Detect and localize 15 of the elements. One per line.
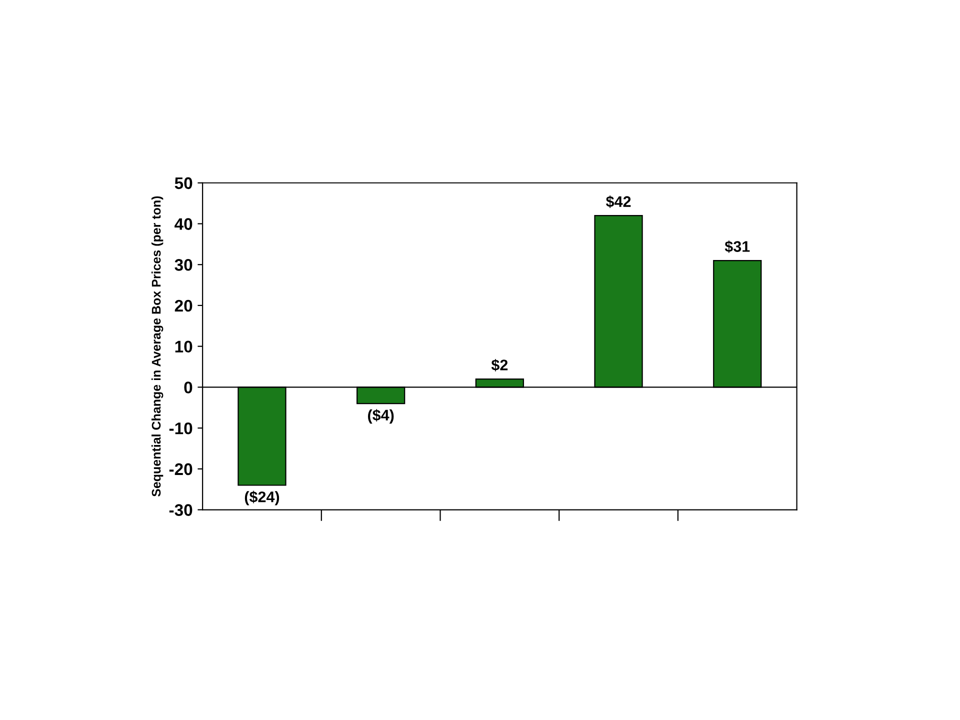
y-tick-label: 10 <box>175 340 192 353</box>
data-label: ($4) <box>368 409 394 424</box>
y-tick-label: 50 <box>174 177 192 190</box>
data-label: $31 <box>724 240 750 253</box>
y-tick-label: 0 <box>184 382 192 394</box>
y-tick-label: -30 <box>169 504 192 516</box>
y-tick-label: -10 <box>169 422 192 434</box>
data-label: $2 <box>491 358 508 372</box>
data-label: $42 <box>606 196 631 208</box>
y-tick-label: 30 <box>174 259 192 271</box>
y-axis-title: Sequential Change in Average Box Prices (per ton) <box>151 196 164 497</box>
y-tick-label: 20 <box>174 300 192 312</box>
y-tick-label: -20 <box>169 463 192 476</box>
data-label: ($24) <box>244 490 280 506</box>
y-tick-label: 40 <box>174 218 192 230</box>
